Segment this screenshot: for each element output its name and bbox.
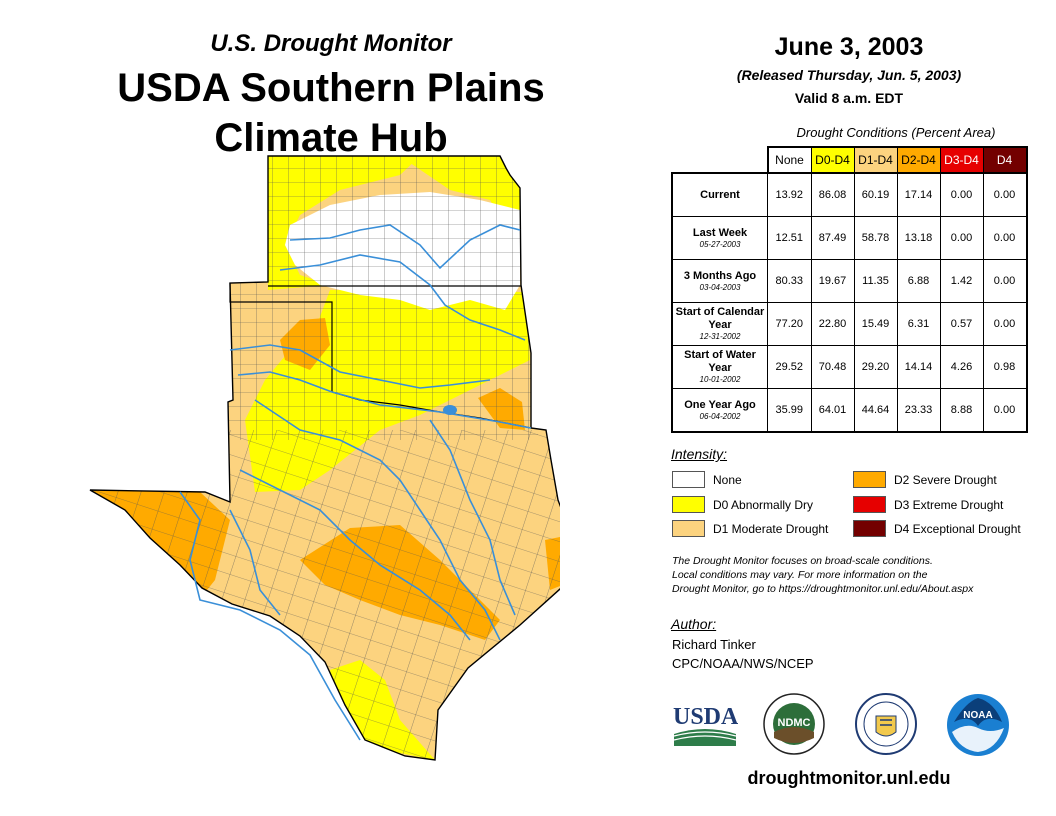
row-label-start-calendar-year: Start of Calendar Year 12-31-2002 xyxy=(671,302,768,346)
site-url[interactable]: droughtmonitor.unl.edu xyxy=(747,768,951,788)
legend-swatch-none xyxy=(672,471,705,488)
col-header-d0-d4: D0-D4 xyxy=(810,146,855,174)
doc-seal-logo xyxy=(855,693,917,755)
col-header-d2-d4: D2-D4 xyxy=(896,146,941,174)
table-cell: 4.26 xyxy=(939,345,984,389)
legend-swatch-d0 xyxy=(672,496,705,513)
legend-item-d2: D2 Severe Drought xyxy=(853,471,997,488)
legend-item-d3: D3 Extreme Drought xyxy=(853,496,1003,513)
ndmc-logo: NDMC xyxy=(763,693,825,755)
table-cell: 17.14 xyxy=(896,172,941,217)
table-cell: 86.08 xyxy=(810,172,855,217)
table-row: Current 13.92 86.08 60.19 17.14 0.00 0.0… xyxy=(671,172,1028,217)
table-cell: 6.88 xyxy=(896,259,941,303)
table-cell: 64.01 xyxy=(810,388,855,433)
legend-item-d1: D1 Moderate Drought xyxy=(672,520,828,537)
col-header-d1-d4: D1-D4 xyxy=(853,146,898,174)
table-cell: 15.49 xyxy=(853,302,898,346)
legend-title: Intensity: xyxy=(671,446,728,462)
report-date: June 3, 2003 xyxy=(774,33,924,61)
noaa-logo: NOAA xyxy=(947,694,1009,756)
svg-text:USDA: USDA xyxy=(673,704,738,730)
release-date: (Released Thursday, Jun. 5, 2003) xyxy=(736,67,962,83)
river-pecos xyxy=(229,509,281,616)
table-cell: 0.98 xyxy=(982,345,1028,389)
table-cell: 0.00 xyxy=(939,216,984,260)
usda-logo: USDA xyxy=(673,704,738,746)
map-title-line1: USDA Southern Plains xyxy=(117,66,545,110)
drought-map xyxy=(89,155,560,761)
row-label-3-months-ago: 3 Months Ago 03-04-2003 xyxy=(671,259,768,303)
legend-swatch-d4 xyxy=(853,520,886,537)
table-row: Start of Calendar Year 12-31-2002 77.20 2… xyxy=(671,302,1028,346)
table-row: 3 Months Ago 03-04-2003 80.33 19.67 11.35… xyxy=(671,259,1028,303)
river-colorado xyxy=(239,469,471,641)
svg-text:NOAA: NOAA xyxy=(963,710,992,721)
table-cell: 58.78 xyxy=(853,216,898,260)
table-cell: 19.67 xyxy=(810,259,855,303)
table-cell: 8.88 xyxy=(939,388,984,433)
table-cell: 23.33 xyxy=(896,388,941,433)
table-cell: 60.19 xyxy=(853,172,898,217)
author-name: Richard Tinker xyxy=(672,637,756,652)
legend-item-d0: D0 Abnormally Dry xyxy=(672,496,813,513)
table-cell: 1.42 xyxy=(939,259,984,303)
table-cell: 13.18 xyxy=(896,216,941,260)
drought-stats-table: None D0-D4 D1-D4 D2-D4 D3-D4 D4 Current … xyxy=(671,146,1028,433)
table-cell: 0.00 xyxy=(982,388,1028,433)
table-cell: 0.00 xyxy=(982,172,1028,217)
table-cell: 11.35 xyxy=(853,259,898,303)
legend-swatch-d1 xyxy=(672,520,705,537)
table-row: Last Week 05-27-2003 12.51 87.49 58.78 13… xyxy=(671,216,1028,260)
table-cell: 87.49 xyxy=(810,216,855,260)
table-cell: 44.64 xyxy=(853,388,898,433)
table-cell: 0.57 xyxy=(939,302,984,346)
table-cell: 70.48 xyxy=(810,345,855,389)
row-label-one-year-ago: One Year Ago 06-04-2002 xyxy=(671,388,768,433)
row-label-current: Current xyxy=(671,172,768,217)
table-cell: 0.00 xyxy=(982,259,1028,303)
valid-time: Valid 8 a.m. EDT xyxy=(794,90,904,106)
col-header-none: None xyxy=(766,146,812,174)
author-org: CPC/NOAA/NWS/NCEP xyxy=(672,656,814,671)
oklahoma-panhandle-border xyxy=(229,283,333,392)
col-header-d3-d4: D3-D4 xyxy=(939,146,984,174)
legend-swatch-d3 xyxy=(853,496,886,513)
disclaimer-note: The Drought Monitor focuses on broad-sca… xyxy=(672,555,974,595)
table-cell: 6.31 xyxy=(896,302,941,346)
table-cell: 0.00 xyxy=(982,302,1028,346)
river-kansas xyxy=(289,224,521,270)
legend-swatch-d2 xyxy=(853,471,886,488)
table-cell: 13.92 xyxy=(767,172,812,217)
table-cell: 35.99 xyxy=(767,388,812,433)
svg-text:NDMC: NDMC xyxy=(778,717,811,729)
table-cell: 12.51 xyxy=(767,216,812,260)
legend-item-d4: D4 Exceptional Drought xyxy=(853,520,1021,537)
row-label-last-week: Last Week 05-27-2003 xyxy=(671,216,768,260)
row-label-start-water-year: Start of Water Year 10-01-2002 xyxy=(671,345,768,389)
river-trinity xyxy=(429,419,516,616)
table-cell: 77.20 xyxy=(767,302,812,346)
table-cell: 0.00 xyxy=(939,172,984,217)
table-cell: 29.52 xyxy=(767,345,812,389)
lake-texoma xyxy=(443,405,457,415)
table-cell: 29.20 xyxy=(853,345,898,389)
table-cell: 80.33 xyxy=(767,259,812,303)
river-rio-grande xyxy=(179,491,361,741)
map-title-line2: Climate Hub xyxy=(214,116,448,160)
col-header-d4: D4 xyxy=(982,146,1028,174)
river-brazos xyxy=(254,399,501,641)
author-label: Author: xyxy=(671,616,717,632)
table-caption: Drought Conditions (Percent Area) xyxy=(796,125,996,140)
table-row: One Year Ago 06-04-2002 35.99 64.01 44.64… xyxy=(671,388,1028,433)
river-arkansas xyxy=(279,254,526,341)
legend-item-none: None xyxy=(672,471,742,488)
map-subtitle: U.S. Drought Monitor xyxy=(210,30,452,57)
river-canadian xyxy=(229,344,491,389)
table-cell: 22.80 xyxy=(810,302,855,346)
table-row: Start of Water Year 10-01-2002 29.52 70.4… xyxy=(671,345,1028,389)
table-cell: 14.14 xyxy=(896,345,941,389)
table-cell: 0.00 xyxy=(982,216,1028,260)
river-red xyxy=(237,371,532,429)
